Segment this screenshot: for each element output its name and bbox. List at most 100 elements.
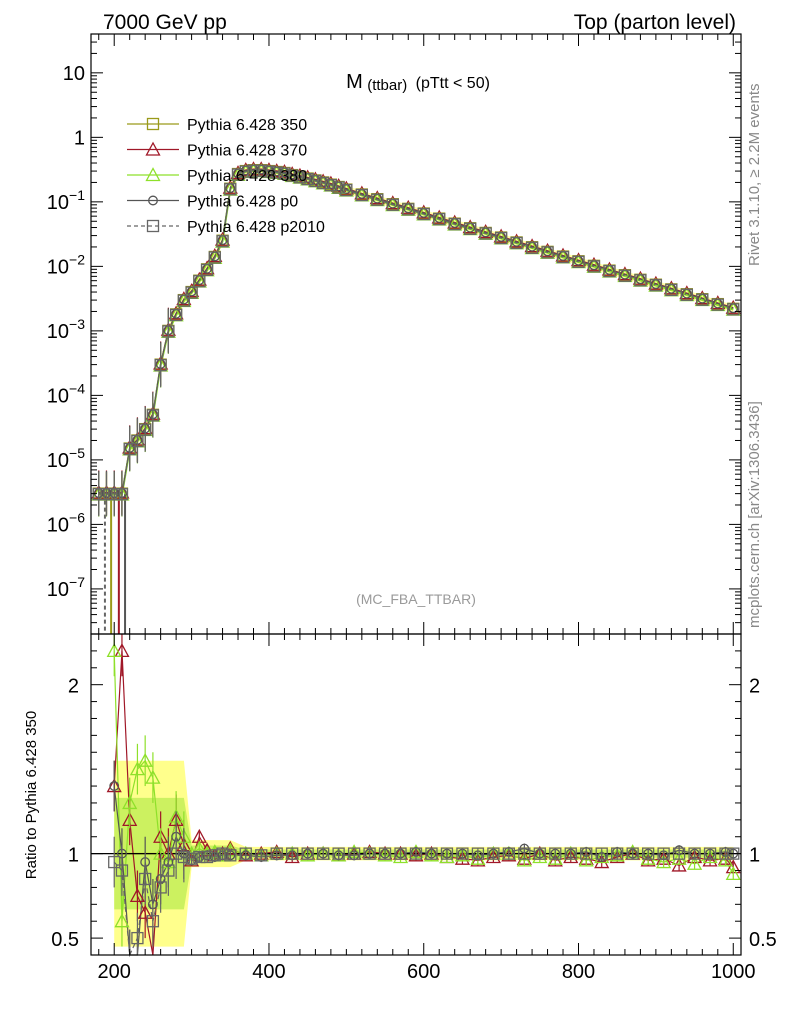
ratio-marker-2	[671, 850, 687, 865]
main-marker-4	[402, 203, 415, 216]
main-y-tick-label: 10−1	[47, 187, 85, 214]
main-marker-4	[286, 169, 299, 182]
ratio-marker-2	[656, 854, 672, 869]
ratio-marker-4	[108, 855, 121, 869]
ratio-marker-4	[533, 847, 546, 860]
ratio-marker-2	[717, 852, 734, 867]
x-tick-label: 400	[252, 961, 285, 983]
main-marker-1	[431, 209, 447, 224]
x-tick-label: 1000	[711, 961, 756, 983]
legend-label-3: Pythia 6.428 p0	[187, 194, 298, 211]
main-marker-4	[193, 275, 206, 288]
main-marker-1	[385, 195, 401, 210]
main-marker-4	[665, 283, 678, 297]
main-marker-4	[162, 325, 175, 338]
main-marker-4	[239, 165, 252, 178]
plot-watermark: (MC_FBA_TTBAR)	[356, 591, 476, 607]
ratio-line-3	[113, 786, 734, 956]
main-marker-4	[200, 263, 214, 277]
ratio-marker-2	[594, 849, 610, 864]
ratio-marker-4	[332, 847, 345, 860]
ratio-marker-2	[377, 847, 393, 862]
main-marker-4	[340, 183, 353, 197]
ratio-marker-4	[502, 847, 516, 860]
main-marker-4	[139, 423, 152, 436]
main-marker-4	[216, 235, 229, 248]
main-marker-1	[462, 219, 478, 234]
main-marker-1	[191, 271, 207, 286]
main-marker-1	[168, 305, 184, 320]
legend-label-2: Pythia 6.428 380	[187, 168, 307, 185]
main-marker-1	[354, 185, 370, 200]
ratio-marker-4	[688, 847, 701, 860]
ratio-marker-2	[640, 850, 656, 865]
main-marker-1	[447, 214, 463, 229]
ratio-marker-1	[284, 849, 300, 864]
ratio-marker-2	[129, 761, 146, 776]
ratio-y-tick-label-left: 1	[68, 845, 79, 867]
ratio-marker-4	[169, 847, 183, 860]
ratio-marker-4	[641, 847, 655, 860]
x-tick-label: 600	[407, 961, 440, 983]
main-marker-4	[224, 183, 237, 196]
legend-marker-1	[145, 141, 161, 156]
ratio-marker-4	[115, 864, 129, 877]
ratio-marker-2	[331, 847, 347, 862]
main-marker-1	[509, 233, 525, 248]
series-line-4	[98, 170, 734, 495]
ratio-marker-4	[208, 849, 221, 862]
main-marker-1	[679, 285, 695, 300]
main-marker-1	[184, 283, 200, 298]
ratio-marker-4	[471, 847, 485, 860]
legend-label-4: Pythia 6.428 p2010	[187, 219, 325, 236]
ratio-panel-frame	[90, 633, 742, 956]
ratio-marker-4	[549, 847, 562, 860]
ratio-marker-4	[580, 847, 593, 860]
main-marker-4	[123, 442, 136, 456]
ratio-marker-4	[363, 847, 376, 860]
main-plot-title: M (ttbar) (pTtt < 50)	[346, 71, 490, 94]
main-marker-4	[154, 359, 167, 372]
main-marker-1	[524, 238, 540, 253]
ratio-marker-1	[137, 904, 153, 919]
main-marker-4	[316, 176, 330, 190]
main-marker-1	[648, 275, 664, 290]
main-marker-1	[632, 270, 648, 285]
main-marker-4	[100, 488, 113, 501]
main-marker-1	[725, 299, 741, 314]
ratio-y-tick-label-right: 2	[749, 676, 760, 698]
main-marker-4	[464, 222, 477, 235]
main-marker-1	[710, 295, 726, 310]
ratio-marker-1	[114, 643, 130, 658]
main-marker-4	[572, 255, 585, 268]
ratio-marker-1	[129, 888, 146, 903]
ratio-marker-2	[122, 795, 138, 810]
ratio-marker-4	[564, 847, 577, 860]
main-marker-4	[541, 246, 554, 259]
ratio-marker-4	[270, 847, 283, 860]
ratio-marker-4	[193, 850, 206, 864]
main-marker-4	[270, 166, 283, 179]
ratio-marker-2	[725, 866, 741, 881]
ratio-marker-4	[611, 847, 624, 860]
main-marker-1	[694, 290, 710, 305]
ratio-marker-4	[139, 872, 152, 886]
ratio-marker-2	[114, 913, 130, 928]
series-line-1	[98, 168, 734, 494]
ratio-line-2	[113, 650, 734, 922]
main-marker-1	[663, 280, 679, 295]
title-cond: (pTtt < 50)	[416, 75, 490, 92]
ratio-marker-2	[454, 847, 471, 862]
ratio-marker-3	[109, 781, 120, 792]
main-marker-1	[493, 228, 509, 243]
main-marker-4	[355, 188, 368, 202]
ratio-marker-4	[657, 847, 670, 860]
main-marker-1	[207, 247, 223, 262]
main-y-tick-label: 10	[63, 63, 85, 85]
ratio-marker-4	[216, 847, 229, 860]
mcplots-url-label: mcplots.cern.ch [arXiv:1306.3436]	[746, 401, 763, 628]
x-tick-label: 200	[98, 961, 131, 983]
main-marker-4	[711, 298, 724, 311]
main-marker-4	[371, 193, 384, 206]
